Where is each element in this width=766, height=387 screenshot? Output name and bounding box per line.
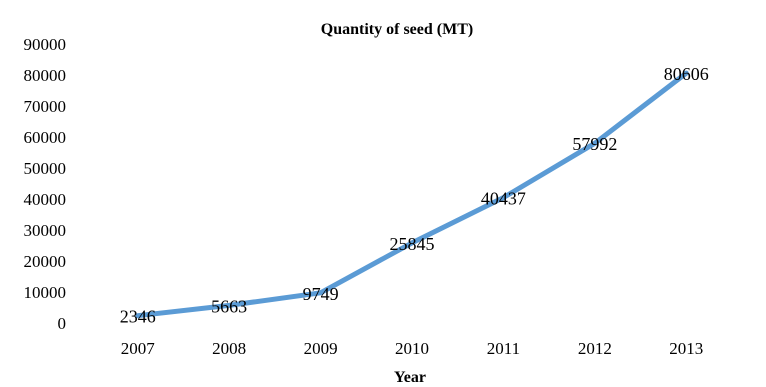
data-labels: 2346 5663 9749 25845 40437 57992 80606 — [120, 64, 709, 327]
y-tick-label: 10000 — [24, 283, 67, 302]
y-tick-label: 90000 — [24, 35, 67, 54]
x-tick-label: 2013 — [669, 339, 703, 358]
y-tick-label: 80000 — [24, 66, 67, 85]
data-label: 40437 — [481, 189, 526, 209]
data-label: 80606 — [664, 64, 709, 84]
y-tick-label: 70000 — [24, 97, 67, 116]
x-tick-label: 2012 — [578, 339, 612, 358]
series-line — [135, 70, 689, 319]
y-tick-label: 60000 — [24, 128, 67, 147]
y-axis: 0 10000 20000 30000 40000 50000 60000 70000 8000… — [24, 35, 67, 333]
data-label: 25845 — [390, 234, 435, 254]
y-tick-label: 50000 — [24, 159, 67, 178]
x-axis-title: Year — [394, 369, 426, 386]
chart-title: Quantity of seed (MT) — [321, 21, 473, 38]
x-tick-label: 2007 — [121, 339, 156, 358]
y-tick-label: 0 — [58, 314, 67, 333]
x-tick-label: 2009 — [304, 339, 338, 358]
data-label: 9749 — [303, 284, 339, 304]
x-axis: 2007 2008 2009 2010 2011 2012 2013 — [121, 339, 704, 358]
x-tick-label: 2011 — [487, 339, 520, 358]
data-label: 2346 — [120, 307, 156, 327]
data-label: 57992 — [572, 134, 617, 154]
data-label: 5663 — [211, 296, 247, 316]
y-tick-label: 20000 — [24, 252, 67, 271]
y-tick-label: 40000 — [24, 190, 67, 209]
x-tick-label: 2010 — [395, 339, 429, 358]
y-tick-label: 30000 — [24, 221, 67, 240]
x-tick-label: 2008 — [212, 339, 246, 358]
